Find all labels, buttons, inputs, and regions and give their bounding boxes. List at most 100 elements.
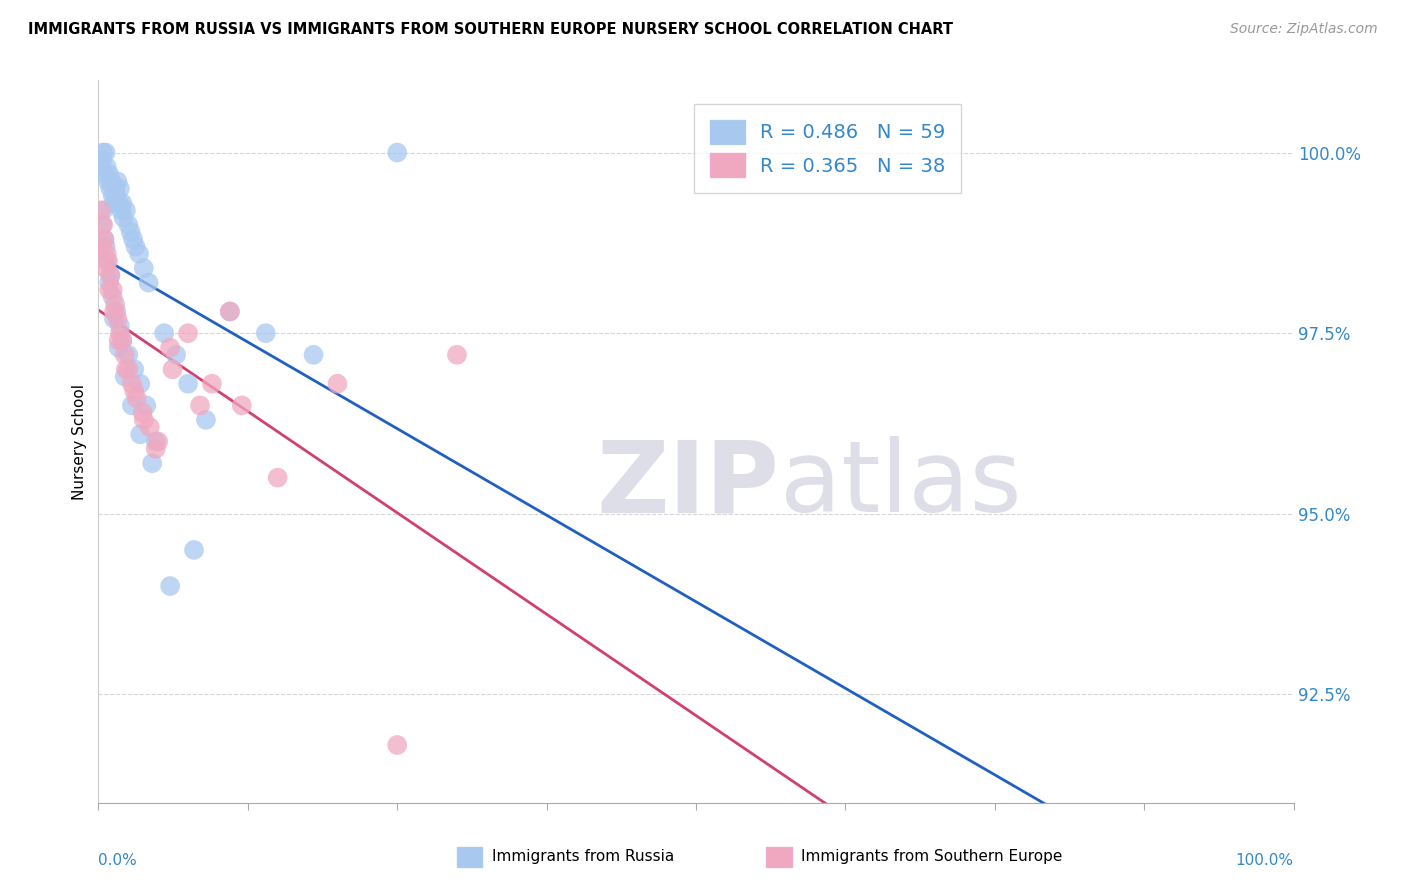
Point [98, 167, 121, 181]
Point [231, 398, 253, 412]
Point [94, 261, 117, 276]
Point [98, 276, 121, 290]
Point [94, 239, 117, 253]
Point [94, 145, 117, 160]
Point [148, 434, 170, 449]
Point [91, 239, 114, 253]
Point [385, 145, 409, 160]
Point [124, 384, 146, 398]
Point [103, 196, 125, 211]
Point [98, 268, 122, 283]
Point [93, 167, 115, 181]
Point [117, 348, 139, 362]
Point [91, 218, 114, 232]
Point [122, 232, 145, 246]
Point [93, 232, 115, 246]
Point [145, 442, 167, 456]
Point [117, 218, 139, 232]
Point [159, 579, 181, 593]
Point [124, 362, 146, 376]
Point [96, 253, 118, 268]
Y-axis label: Nursery School: Nursery School [72, 384, 87, 500]
Point [138, 276, 160, 290]
Text: Immigrants from Russia: Immigrants from Russia [492, 849, 675, 863]
Point [111, 196, 134, 211]
Point [117, 362, 139, 376]
Point [135, 398, 157, 412]
Point [107, 196, 129, 211]
Point [108, 318, 131, 333]
Point [103, 304, 125, 318]
Point [201, 376, 224, 391]
Point [115, 203, 138, 218]
Point [98, 268, 122, 283]
Point [97, 253, 120, 268]
Point [115, 362, 138, 376]
Point [254, 326, 277, 341]
Text: ZIP: ZIP [596, 436, 779, 533]
Point [188, 398, 211, 412]
Point [112, 211, 135, 225]
Point [177, 326, 200, 341]
Point [110, 203, 132, 218]
Point [98, 283, 121, 297]
Point [91, 153, 114, 167]
Text: 100.0%: 100.0% [1236, 854, 1294, 869]
Point [105, 304, 128, 318]
Point [385, 738, 409, 752]
Point [165, 348, 187, 362]
Point [120, 225, 142, 239]
Point [91, 203, 114, 218]
Point [121, 398, 143, 412]
Point [100, 174, 122, 188]
Point [302, 348, 325, 362]
Point [114, 369, 136, 384]
Point [111, 334, 134, 348]
Point [90, 203, 112, 218]
Text: 0.0%: 0.0% [98, 854, 138, 869]
Point [219, 304, 242, 318]
Point [107, 341, 129, 355]
Point [96, 160, 118, 174]
Point [107, 174, 129, 188]
Point [183, 542, 205, 557]
Point [195, 413, 218, 427]
Point [98, 182, 122, 196]
Point [103, 311, 125, 326]
Text: IMMIGRANTS FROM RUSSIA VS IMMIGRANTS FROM SOUTHERN EUROPE NURSERY SCHOOL CORRELA: IMMIGRANTS FROM RUSSIA VS IMMIGRANTS FRO… [28, 22, 953, 37]
Point [121, 376, 143, 391]
Point [91, 145, 114, 160]
Text: Source: ZipAtlas.com: Source: ZipAtlas.com [1230, 22, 1378, 37]
Point [131, 406, 153, 420]
Point [177, 376, 200, 391]
Point [129, 376, 152, 391]
Point [132, 413, 155, 427]
Point [104, 297, 127, 311]
Point [93, 232, 115, 246]
Text: atlas: atlas [779, 436, 1021, 533]
Point [125, 391, 148, 405]
Point [139, 420, 162, 434]
Point [141, 456, 163, 470]
Point [219, 304, 242, 318]
Point [114, 348, 136, 362]
Point [159, 341, 181, 355]
Point [111, 334, 134, 348]
Point [96, 246, 118, 260]
Point [132, 261, 155, 276]
Point [124, 239, 146, 253]
Point [107, 311, 129, 326]
Point [91, 218, 114, 232]
Point [108, 326, 131, 341]
Point [97, 174, 120, 188]
Point [145, 434, 167, 449]
Point [90, 160, 112, 174]
Point [107, 334, 129, 348]
Point [104, 182, 127, 196]
Point [108, 182, 131, 196]
Point [105, 189, 128, 203]
Point [326, 376, 349, 391]
Point [153, 326, 176, 341]
Point [446, 348, 468, 362]
Point [101, 290, 124, 304]
